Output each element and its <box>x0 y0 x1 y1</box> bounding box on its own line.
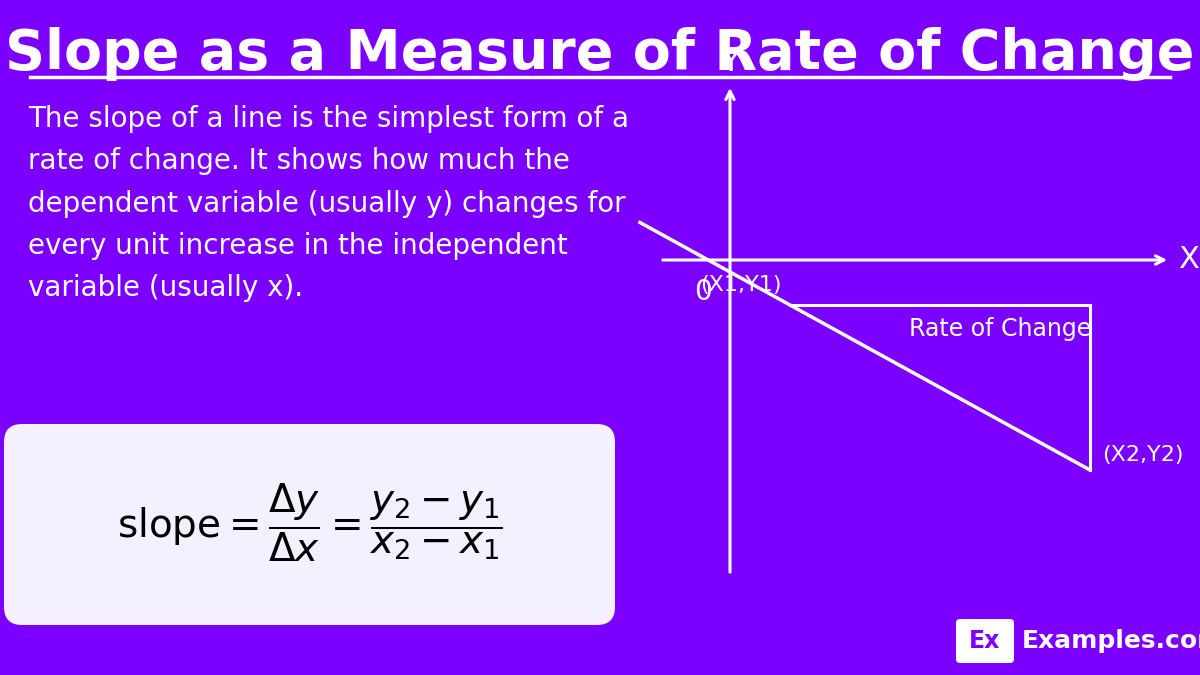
FancyBboxPatch shape <box>4 424 616 625</box>
FancyBboxPatch shape <box>956 619 1014 663</box>
Text: Slope as a Measure of Rate of Change: Slope as a Measure of Rate of Change <box>5 27 1195 81</box>
Text: 0: 0 <box>695 278 712 306</box>
Text: (X1,Y1): (X1,Y1) <box>701 275 782 295</box>
Text: The slope of a line is the simplest form of a
rate of change. It shows how much : The slope of a line is the simplest form… <box>28 105 629 302</box>
Text: X: X <box>1178 246 1199 275</box>
Text: Examples.com: Examples.com <box>1022 629 1200 653</box>
Text: Ex: Ex <box>970 629 1001 653</box>
Text: $\mathrm{slope} = \dfrac{\Delta y}{\Delta x} = \dfrac{y_2 - y_1}{x_2 - x_1}$: $\mathrm{slope} = \dfrac{\Delta y}{\Delt… <box>118 482 503 564</box>
Text: (X2,Y2): (X2,Y2) <box>1102 445 1183 465</box>
Text: Rate of Change: Rate of Change <box>908 317 1091 341</box>
Text: Y: Y <box>721 48 739 77</box>
